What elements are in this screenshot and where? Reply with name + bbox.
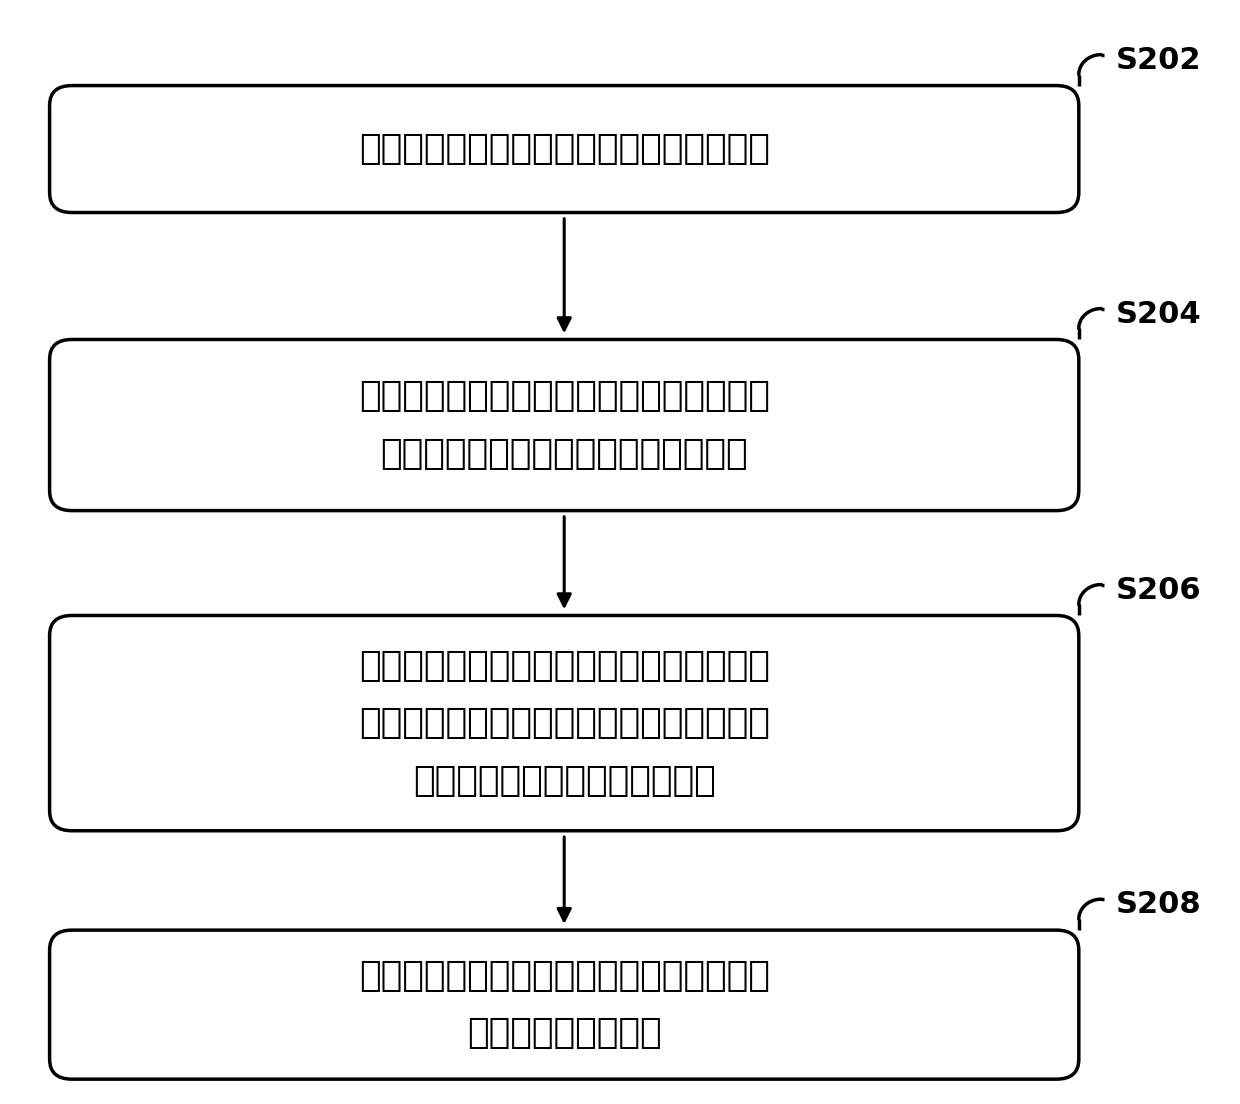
FancyBboxPatch shape: [50, 86, 1079, 212]
FancyBboxPatch shape: [50, 930, 1079, 1080]
Text: S202: S202: [1116, 45, 1202, 75]
Text: 处理，得到疵点特征突出的图像: 处理，得到疵点特征突出的图像: [413, 764, 715, 797]
Text: 采用第二织物疵点检测算法对处理结果进行: 采用第二织物疵点检测算法对处理结果进行: [358, 959, 770, 992]
FancyBboxPatch shape: [50, 340, 1079, 510]
FancyBboxPatch shape: [50, 616, 1079, 831]
Text: S206: S206: [1116, 575, 1202, 605]
Text: S208: S208: [1116, 890, 1202, 920]
Text: 图像与标准织物表面图像进行对比检测: 图像与标准织物表面图像进行对比检测: [381, 437, 748, 470]
Text: 检测，获得疵点参数: 检测，获得疵点参数: [467, 1017, 661, 1050]
Text: 采用第一织物疵点检测算法对待测织物表面: 采用第一织物疵点检测算法对待测织物表面: [358, 380, 770, 413]
Text: S204: S204: [1116, 299, 1202, 329]
Text: 待测织物表面图像和标准织物表面图像进行: 待测织物表面图像和标准织物表面图像进行: [358, 707, 770, 740]
Text: 当检测到待测织物表面图像存在疵点时，对: 当检测到待测织物表面图像存在疵点时，对: [358, 649, 770, 682]
Text: 获取待测织物表面图像和标准织物表面图像: 获取待测织物表面图像和标准织物表面图像: [358, 132, 770, 166]
